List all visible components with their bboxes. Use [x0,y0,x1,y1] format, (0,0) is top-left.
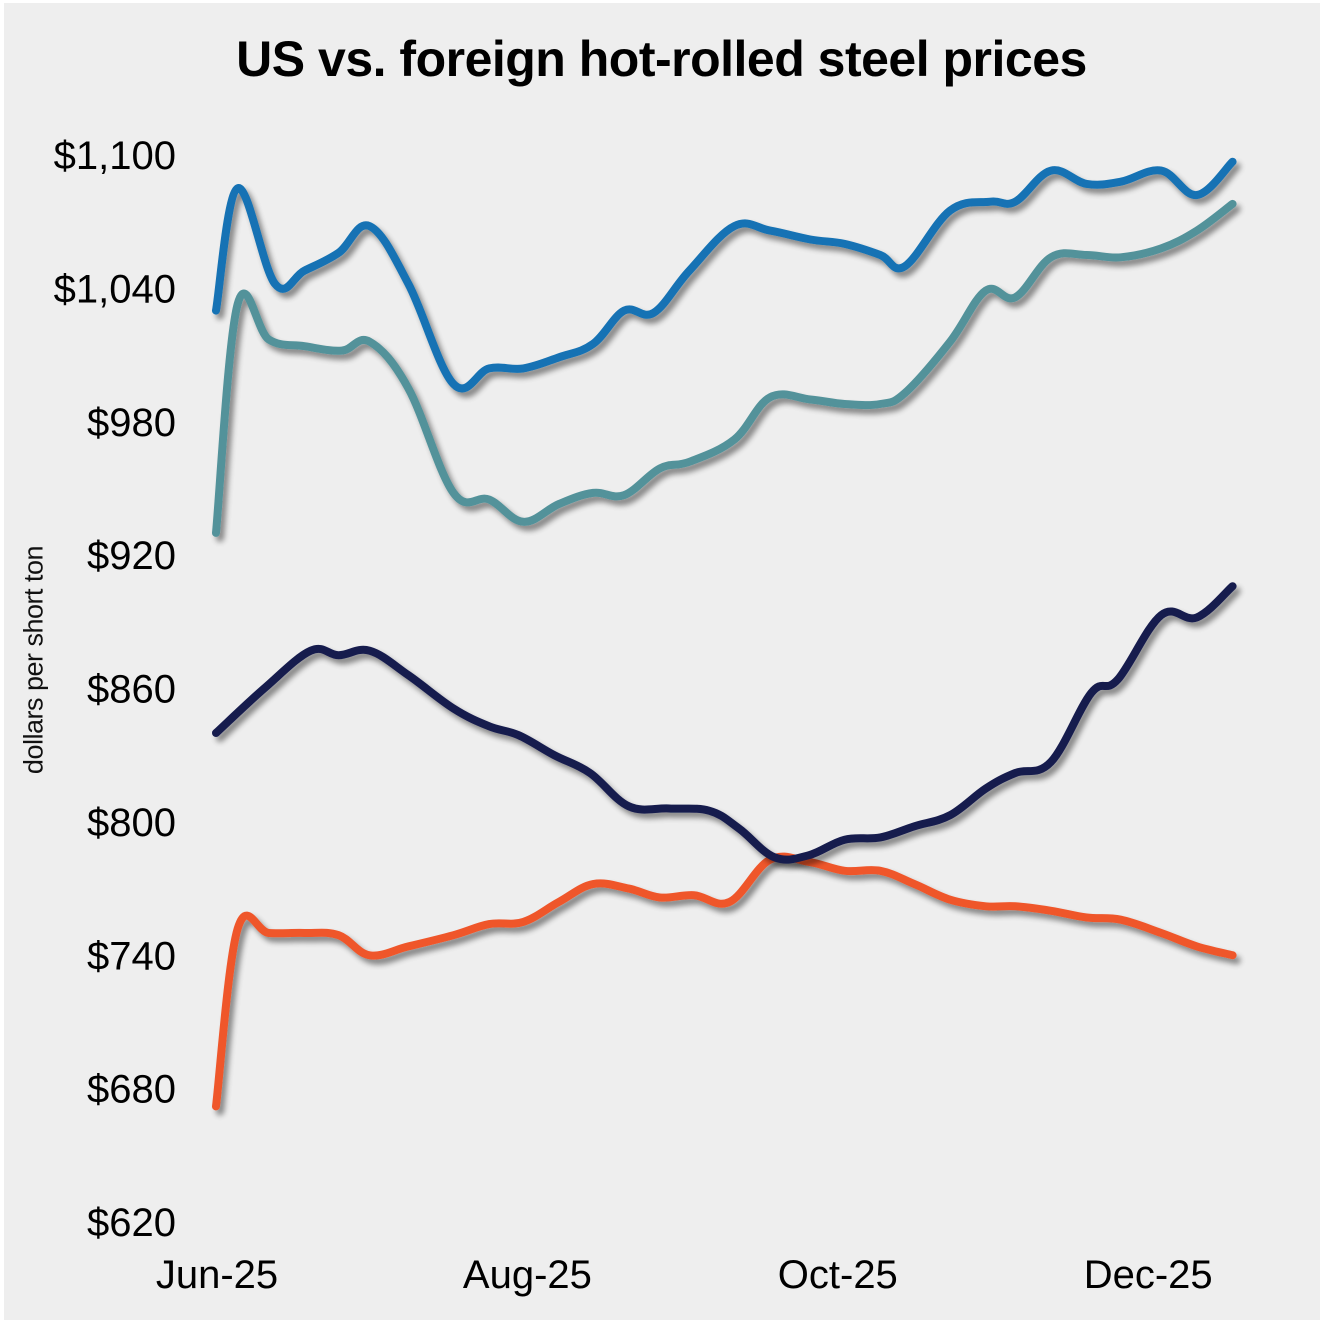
series-lines [212,157,1237,1111]
y-tick-label: $620 [87,1201,176,1245]
x-tick-label: Aug-25 [463,1253,592,1297]
y-axis-ticks: $1,100 $1,040 $980 $920 $860 $800 $740 $680 $620 [54,134,176,1245]
line-series-3 [212,582,1237,864]
y-tick-label: $740 [87,934,176,978]
line-series-4 [212,852,1237,1111]
line-series-1 [212,157,1237,393]
y-tick-label: $1,100 [54,134,176,178]
y-tick-label: $680 [87,1068,176,1112]
y-tick-label: $800 [87,801,176,845]
line-series-2 [212,199,1237,537]
x-tick-label: Oct-25 [778,1253,898,1297]
chart-title: US vs. foreign hot-rolled steel prices [236,31,1087,87]
y-tick-label: $1,040 [54,267,176,311]
y-tick-label: $920 [87,534,176,578]
x-axis-ticks: Jun-25 Aug-25 Oct-25 Dec-25 [156,1253,1213,1297]
x-tick-label: Jun-25 [156,1253,278,1297]
x-tick-label: Dec-25 [1084,1253,1213,1297]
y-tick-label: $980 [87,401,176,445]
y-tick-label: $860 [87,668,176,712]
